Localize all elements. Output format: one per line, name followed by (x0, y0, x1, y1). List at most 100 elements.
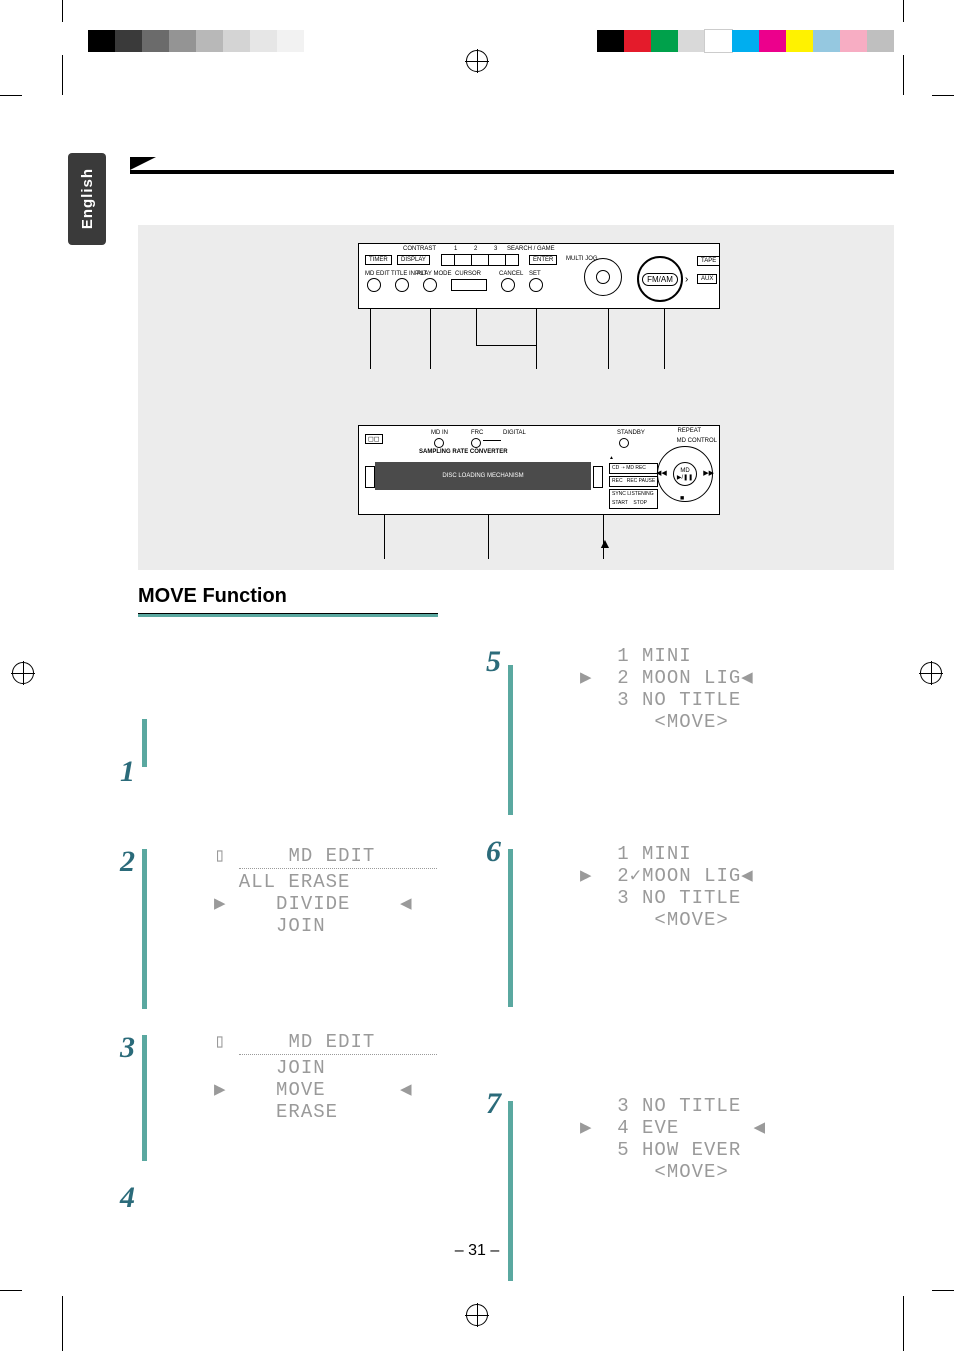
diagram-label: MD EDIT (365, 271, 390, 277)
diagram-label: MD CONTROL (677, 438, 717, 444)
step-5: 5 1 MINI ▶ 2 MOON LIG◀ 3 NO TITLE <MOVE> (490, 645, 900, 825)
diagram-label: CURSOR (455, 271, 481, 277)
lcd-display: 1 MINI ▶ 2✓MOON LIG◀ 3 NO TITLE <MOVE> (580, 843, 900, 931)
fm-am-dial: FM/AM (637, 256, 683, 302)
md-in-led (434, 438, 444, 448)
leader-line (430, 309, 431, 369)
diagram-label: SEARCH / GAME (507, 246, 555, 252)
display-button: DISPLAY (397, 255, 430, 265)
tape-button: TAPE (697, 256, 720, 266)
lcd-display: ▯ MD EDIT JOIN ▶ MOVE ◀ ERASE (214, 1031, 524, 1123)
step-3: 3 ▯ MD EDIT JOIN ▶ MOVE ◀ ERASE (124, 1031, 524, 1171)
step-number: 6 (486, 835, 501, 869)
lcd-header: MD EDIT (239, 1031, 437, 1055)
contrast-left-button (441, 254, 454, 266)
preset-3-button (489, 254, 506, 266)
leader-line (384, 515, 385, 559)
steps-column-left: 1 2 ▯ MD EDIT ALL ERASE ▶ DIVIDE ◀ JOIN … (124, 715, 524, 1261)
leader-line (664, 309, 665, 369)
lcd-line: 3 NO TITLE (580, 689, 741, 711)
section-title: MOVE Function (138, 585, 287, 608)
language-tab-label: English (79, 168, 96, 229)
timer-button: TIMER (365, 255, 392, 265)
leader-line (370, 309, 371, 369)
set-knob (529, 278, 543, 292)
step-bar (142, 719, 147, 767)
leader-line (476, 345, 536, 346)
cursor-rocker (451, 279, 487, 291)
crop-mark (903, 0, 904, 22)
registration-mark-icon (920, 662, 942, 684)
step-4: 4 (124, 1181, 524, 1251)
lcd-line: <MOVE> (580, 909, 729, 931)
lcd-line: ERASE (214, 1101, 338, 1123)
disc-slot: DISC LOADING MECHANISM (375, 462, 591, 490)
step-number: 5 (486, 645, 501, 679)
step-number: 7 (486, 1087, 501, 1121)
eject-lever (593, 466, 603, 488)
diagram-label: DISC LOADING MECHANISM (442, 473, 523, 479)
crop-mark (932, 95, 954, 96)
crop-mark (903, 55, 904, 95)
diagram-label: REPEAT (677, 428, 701, 434)
play-mode-knob (423, 278, 437, 292)
diagram-label: 1 (454, 246, 457, 252)
language-tab: English (68, 153, 106, 245)
enter-button: ENTER (529, 255, 557, 265)
crop-mark (62, 1296, 63, 1351)
lcd-display: 1 MINI ▶ 2 MOON LIG◀ 3 NO TITLE <MOVE> (580, 645, 900, 733)
color-bar-right (597, 30, 894, 52)
leader-line (488, 515, 489, 559)
lcd-icon: ▯ (214, 845, 226, 867)
diagram-label: SET (529, 271, 541, 277)
lcd-line: JOIN (214, 1057, 326, 1079)
stop-icon: ■ (680, 495, 684, 502)
crop-mark (0, 1290, 22, 1291)
eject-lever (365, 466, 375, 488)
step-bar (508, 665, 513, 815)
lcd-line: 5 HOW EVER (580, 1139, 741, 1161)
lcd-icon: ▯ (214, 1031, 226, 1053)
md-edit-knob (367, 278, 381, 292)
page-content: English CONTRAST 1 2 3 SEARCH / GAME TIM… (60, 115, 894, 1255)
lcd-line: ▶ DIVIDE ◀ (214, 893, 413, 915)
lcd-display: ▯ MD EDIT ALL ERASE ▶ DIVIDE ◀ JOIN (214, 845, 524, 937)
diagram-label: 3 (494, 246, 497, 252)
preset-1-button (454, 254, 472, 266)
step-bar (142, 1035, 147, 1161)
registration-mark-icon (466, 50, 488, 72)
dolby-icon: ◻◻ (365, 434, 383, 444)
step-number: 2 (120, 845, 135, 879)
cancel-knob (501, 278, 515, 292)
next-track-icon: ▶▶ (703, 469, 714, 477)
md-control-wheel: MD ▶/❚❚ ◀◀ ▶▶ ■ (657, 446, 713, 502)
lcd-line: ▶ 2✓MOON LIG◀ (580, 865, 754, 887)
diagram-label: DIGITAL (503, 430, 526, 436)
md-play-button: MD ▶/❚❚ (673, 462, 697, 486)
aux-button: AUX (697, 274, 717, 284)
header-rule (130, 170, 894, 174)
standby-led (619, 438, 629, 448)
md-deck-diagram: ◻◻ MD IN FRC DIGITAL STANDBY SAMPLING RA… (358, 425, 720, 515)
lcd-header: MD EDIT (239, 845, 437, 869)
crop-mark (903, 1296, 904, 1351)
steps-column-right: 5 1 MINI ▶ 2 MOON LIG◀ 3 NO TITLE <MOVE>… (490, 577, 900, 1295)
step-2: 2 ▯ MD EDIT ALL ERASE ▶ DIVIDE ◀ JOIN (124, 845, 524, 1015)
leader-line (536, 309, 537, 369)
lcd-line: <MOVE> (580, 1161, 729, 1183)
step-number: 3 (120, 1031, 135, 1065)
diagram-label: CONTRAST (403, 246, 436, 252)
lcd-display: 3 NO TITLE ▶ 4 EVE ◀ 5 HOW EVER <MOVE> (580, 1095, 900, 1183)
crop-mark (62, 0, 63, 22)
leader-line (608, 309, 609, 369)
crop-mark (0, 95, 22, 96)
eject-icon: ▲ (598, 535, 612, 551)
lcd-line: <MOVE> (580, 711, 729, 733)
prev-track-icon: ◀◀ (656, 469, 667, 477)
diagram-label: MD IN (431, 430, 448, 436)
device-diagram-panel: CONTRAST 1 2 3 SEARCH / GAME TIMER DISPL… (138, 225, 894, 570)
step-bar (508, 849, 513, 1007)
crop-mark (932, 1290, 954, 1291)
step-bar (142, 849, 147, 1009)
rec-buttons-column: ▲ CD ➝ MD REC REC REC PAUSE SYNC LISTENI… (609, 454, 658, 509)
